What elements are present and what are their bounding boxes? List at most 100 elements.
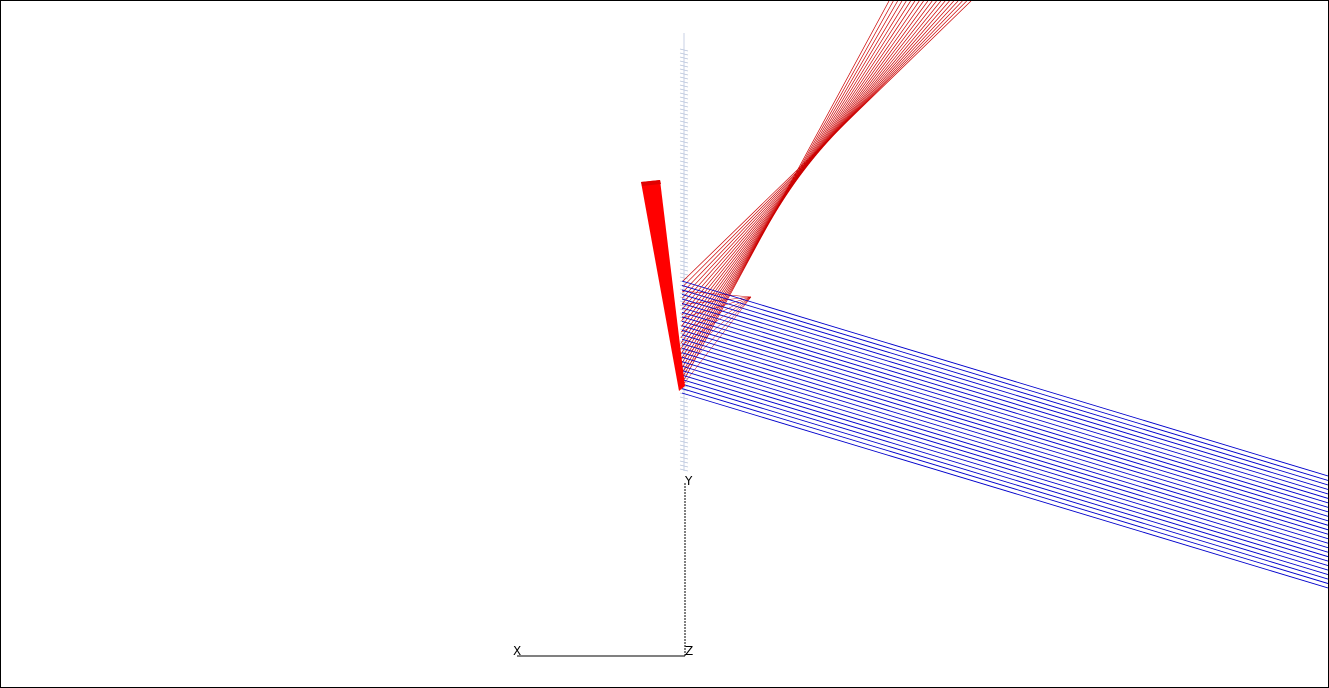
grating-tick (679, 260, 689, 264)
grating-tick (679, 48, 689, 52)
grating-tick (679, 108, 689, 112)
grating-tick (679, 128, 689, 132)
incident-ray (681, 379, 1328, 575)
incident-ray (681, 365, 1328, 562)
grating-tick (679, 148, 689, 152)
mirror-edge (641, 180, 661, 186)
grating-tick (679, 240, 689, 244)
grating-tick (679, 304, 689, 308)
reflected-ray-bundle (678, 1, 972, 390)
grating-tick (679, 144, 689, 148)
incident-ray (681, 370, 1328, 567)
grating-tick (679, 412, 689, 416)
grating-tick (679, 168, 689, 172)
grating-tick (679, 140, 689, 144)
incident-ray (681, 289, 1328, 486)
grating-tick (679, 452, 689, 456)
grating-tick (679, 120, 689, 124)
grating-tick (679, 268, 689, 272)
grating-tick (679, 152, 689, 156)
incident-ray (681, 347, 1328, 544)
grating-tick (679, 132, 689, 136)
grating-tick (679, 60, 689, 64)
incident-ray (681, 298, 1328, 495)
grating-tick (679, 172, 689, 176)
incident-ray (681, 307, 1328, 504)
grating-tick (679, 76, 689, 80)
grating-tick (679, 184, 689, 188)
incident-ray (681, 352, 1328, 549)
incident-ray (681, 280, 1328, 477)
grating-tick (679, 432, 689, 436)
grating-tick (679, 308, 689, 312)
grating-tick (679, 248, 689, 252)
grating-tick (679, 436, 689, 440)
grating-tick (679, 72, 689, 76)
grating-tick (679, 96, 689, 100)
grating-tick (679, 444, 689, 448)
y-axis-label: Y (684, 474, 693, 488)
z-axis-label: Z (685, 644, 693, 658)
grating-tick (679, 440, 689, 444)
grating-tick (679, 160, 689, 164)
incident-ray (681, 311, 1328, 508)
grating-tick (679, 456, 689, 460)
grating-tick (679, 100, 689, 104)
grating-tick (679, 228, 689, 232)
grating-tick (679, 404, 689, 408)
grating-tick (679, 340, 689, 344)
grating-tick (679, 52, 689, 56)
grating-tick (679, 460, 689, 464)
grating-tick (679, 84, 689, 88)
grating-tick (679, 56, 689, 60)
grating-tick (679, 136, 689, 140)
reflected-ray-cross (681, 290, 752, 298)
grating-tick (679, 428, 689, 432)
axis-triad: Y X Z (513, 474, 693, 658)
grating-tick (679, 124, 689, 128)
grating-tick (679, 464, 689, 468)
reflected-ray-cross (681, 296, 752, 319)
grating-tick (679, 400, 689, 404)
grating-tick (679, 292, 689, 296)
incident-ray (681, 383, 1328, 580)
incident-ray (681, 294, 1328, 490)
grating-tick (679, 88, 689, 92)
grating-tick (679, 116, 689, 120)
grating-tick (679, 192, 689, 196)
reflected-ray (682, 1, 967, 287)
grating-tick (679, 264, 689, 268)
grating-tick (679, 224, 689, 228)
grating-element (679, 33, 689, 472)
grating-tick (679, 176, 689, 180)
grating-tick (679, 328, 689, 332)
incident-ray (681, 329, 1328, 526)
incident-ray (681, 285, 1328, 481)
incident-ray (681, 343, 1328, 540)
incident-ray (681, 388, 1328, 584)
incident-ray (681, 356, 1328, 553)
x-axis-label: X (513, 644, 521, 658)
grating-tick (679, 388, 689, 392)
grating-tick (679, 448, 689, 452)
grating-tick (679, 396, 689, 400)
incident-ray (681, 361, 1328, 558)
incident-ray (681, 334, 1328, 531)
grating-tick (679, 256, 689, 260)
grating-tick (679, 468, 689, 472)
grating-tick (679, 64, 689, 68)
incident-ray (681, 302, 1328, 499)
incident-ray (681, 374, 1328, 571)
grating-tick (679, 188, 689, 192)
incident-ray (681, 320, 1328, 517)
grating-tick (679, 68, 689, 72)
incident-ray (681, 325, 1328, 522)
reflected-ray-cross (681, 296, 752, 373)
grating-tick (679, 216, 689, 220)
reflected-ray (682, 1, 963, 293)
grating-tick (679, 164, 689, 168)
grating-tick (679, 220, 689, 224)
grating-tick (679, 344, 689, 348)
